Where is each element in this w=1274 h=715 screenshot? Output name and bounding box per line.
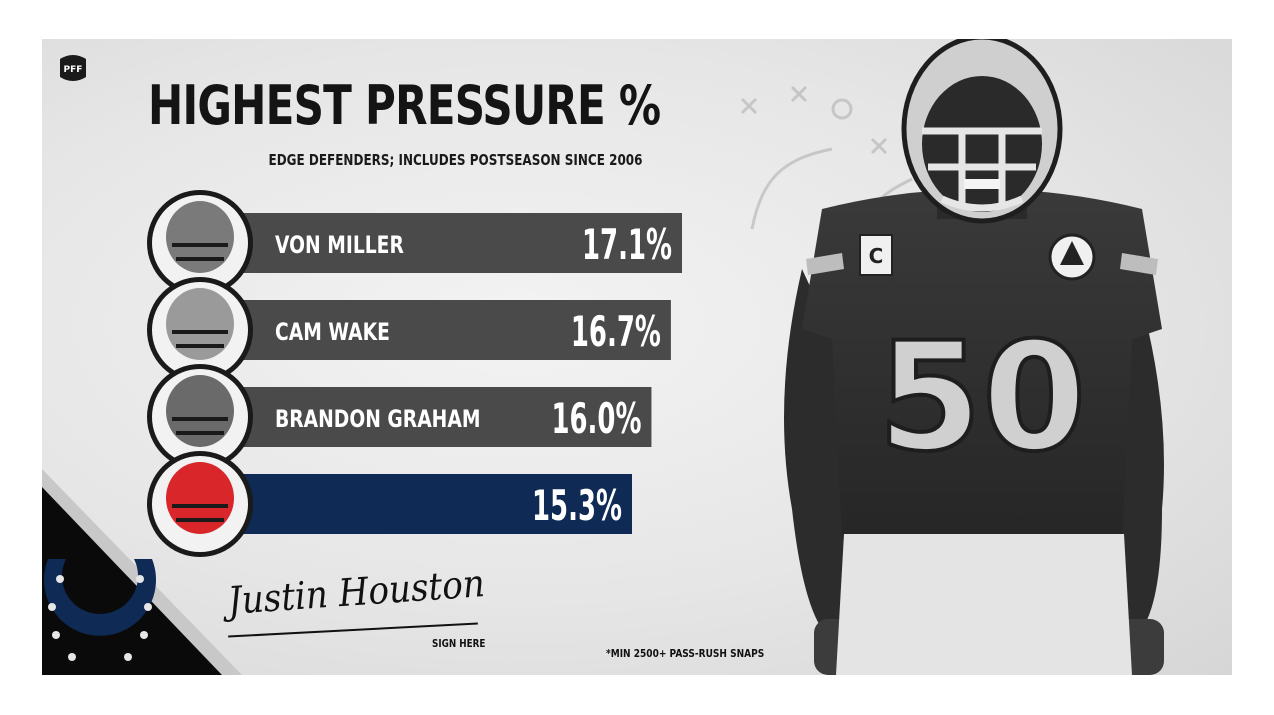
chart-title: HIGHEST PRESSURE % bbox=[148, 74, 661, 137]
chart-subtitle: EDGE DEFENDERS; INCLUDES POSTSEASON SINC… bbox=[268, 151, 642, 169]
player-avatar-3 bbox=[147, 364, 253, 470]
player-avatar-2 bbox=[147, 277, 253, 383]
captain-patch: C bbox=[869, 244, 884, 268]
player-avatar-4 bbox=[147, 451, 253, 557]
bar-chart: 17.1% VON MILLER 16.7% CAM WAKE 16.0% BRANDON… bbox=[147, 190, 682, 557]
bar-1 bbox=[207, 213, 682, 273]
infographic-card: PFF HIGHEST PRESSURE % EDGE DEFENDERS; I… bbox=[42, 39, 1232, 675]
value-label-1: 17.1% bbox=[582, 220, 672, 269]
bar-2 bbox=[207, 300, 671, 360]
footnote: *MIN 2500+ PASS-RUSH SNAPS bbox=[606, 647, 765, 660]
category-label-2: CAM WAKE bbox=[275, 319, 390, 347]
category-label-1: VON MILLER bbox=[275, 232, 404, 260]
horseshoe-logo-icon bbox=[42, 469, 242, 675]
player-photo: 50 C bbox=[784, 39, 1164, 675]
pff-logo-icon: PFF bbox=[56, 51, 90, 85]
category-label-3: BRANDON GRAHAM bbox=[275, 406, 480, 434]
jersey-number: 50 bbox=[878, 311, 1087, 485]
value-label-4: 15.3% bbox=[532, 481, 622, 530]
sign-here-caption: SIGN HERE bbox=[432, 637, 486, 650]
player-avatar-1 bbox=[147, 190, 253, 296]
svg-text:PFF: PFF bbox=[64, 65, 83, 75]
bar-4 bbox=[207, 474, 632, 534]
value-label-2: 16.7% bbox=[571, 307, 661, 356]
value-label-3: 16.0% bbox=[551, 394, 641, 443]
bar-3 bbox=[207, 387, 652, 447]
